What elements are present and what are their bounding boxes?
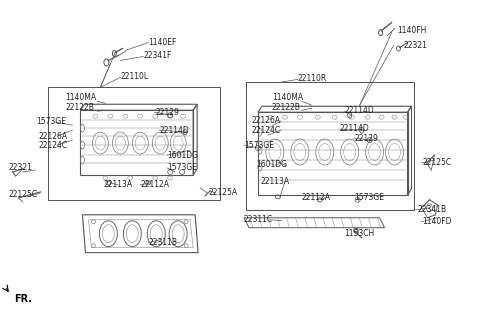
Text: 22112A: 22112A (302, 194, 331, 202)
Text: 1140MA: 1140MA (65, 93, 96, 102)
Text: 22124C: 22124C (38, 141, 68, 150)
Text: 1601DG: 1601DG (256, 160, 287, 170)
Text: 22113A: 22113A (103, 180, 132, 189)
Text: 22126A: 22126A (252, 116, 281, 125)
Text: 22126A: 22126A (38, 132, 68, 141)
Text: 22321: 22321 (404, 41, 427, 50)
Text: 1140MA: 1140MA (272, 93, 303, 102)
Text: 22122B: 22122B (65, 103, 95, 112)
Text: 1153CH: 1153CH (345, 229, 375, 238)
Text: 1601DG: 1601DG (167, 151, 198, 159)
Text: 22124C: 22124C (252, 126, 281, 134)
Text: 22114D: 22114D (340, 124, 370, 133)
Text: 22311B: 22311B (148, 238, 177, 247)
Text: 22112A: 22112A (140, 180, 169, 189)
Text: 1573GE: 1573GE (355, 194, 384, 202)
Text: 1573GE: 1573GE (167, 163, 197, 173)
Text: 22110R: 22110R (298, 74, 327, 83)
Text: 1140FH: 1140FH (397, 26, 427, 35)
Text: 1573GE: 1573GE (36, 117, 67, 126)
Text: 22321: 22321 (9, 163, 33, 173)
Text: 22114D: 22114D (159, 126, 189, 134)
Text: 22129: 22129 (155, 108, 179, 117)
Text: 1140FD: 1140FD (422, 217, 452, 226)
Text: 22341B: 22341B (418, 205, 446, 214)
Text: 22129: 22129 (355, 133, 379, 143)
Text: 22110L: 22110L (120, 72, 148, 81)
Text: 1140EF: 1140EF (148, 38, 177, 47)
Text: FR.: FR. (13, 295, 32, 304)
Text: 22125A: 22125A (208, 188, 237, 197)
Text: 22125C: 22125C (422, 157, 452, 167)
Text: 22125C: 22125C (9, 190, 38, 199)
Text: 22122B: 22122B (272, 103, 301, 112)
Text: 22113A: 22113A (261, 177, 290, 186)
Text: 22311C: 22311C (244, 215, 273, 224)
Text: 22341F: 22341F (144, 51, 172, 60)
Text: 22114D: 22114D (345, 106, 374, 115)
Text: 1573GE: 1573GE (244, 141, 274, 150)
